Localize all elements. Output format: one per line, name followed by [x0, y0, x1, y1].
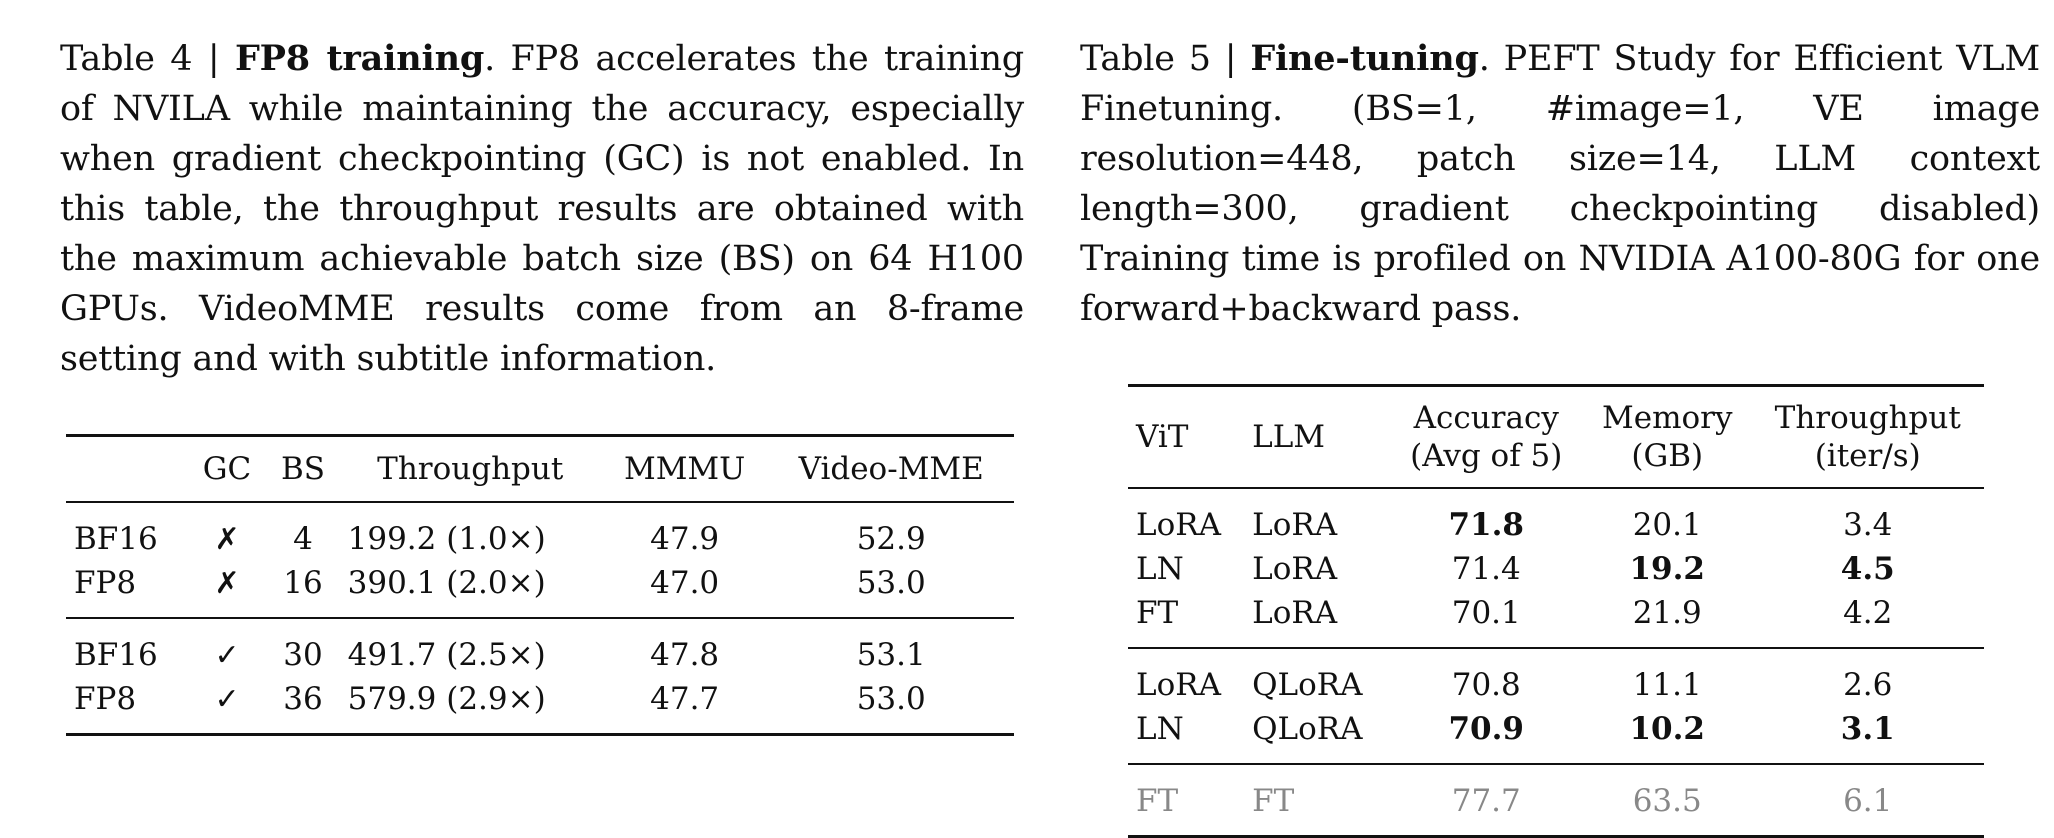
table-header-row: ViT LLM Accuracy (Avg of 5) Memory (GB) Th…: [1128, 384, 1984, 488]
table-cell: 3.4: [1751, 487, 1984, 547]
table-cell: 47.9: [600, 501, 769, 561]
header-cell: Video-MME: [768, 434, 1014, 502]
table-cell: 4.2: [1843, 595, 1893, 631]
table-cell: 71.8: [1389, 487, 1583, 547]
table-cell: 47.0: [650, 565, 720, 601]
header-line: (GB): [1631, 438, 1704, 474]
table-cell: LoRA: [1244, 487, 1390, 547]
table-cell: LN: [1136, 711, 1184, 747]
precision-cell: FP8: [74, 565, 137, 601]
table-cell: LoRA: [1128, 487, 1245, 547]
precision-cell: BF16: [66, 501, 188, 561]
table-cell: 4.5: [1840, 551, 1895, 587]
table-cell: LoRA: [1252, 595, 1338, 631]
fp8-training-table: GC BS Throughput MMMU Video-MME BF16 ✗ 4…: [66, 434, 1014, 736]
table-cell: LoRA: [1128, 647, 1245, 707]
table-header-row: GC BS Throughput MMMU Video-MME: [66, 434, 1014, 502]
table5-label: Table 5 |: [1080, 39, 1251, 79]
header-cell: Throughput: [339, 434, 601, 502]
table-row: LN QLoRA 70.9 10.2 3.1: [1128, 707, 1984, 764]
table-row: FP8 ✓ 36 579.9 (2.9×) 47.7 53.0: [66, 677, 1014, 736]
table4-caption-text: . FP8 accelerates the training of NVILA …: [60, 39, 1024, 379]
gc-check-icon: ✓: [187, 617, 267, 677]
table-cell: 20.1: [1583, 487, 1752, 547]
table-cell: 70.8: [1389, 647, 1583, 707]
header-cell-memory: Memory (GB): [1583, 384, 1752, 488]
header-line: Accuracy: [1413, 400, 1559, 436]
header-cell: [66, 434, 188, 502]
header-cell-throughput: Throughput (iter/s): [1751, 384, 1984, 488]
table5-caption: Table 5 | Fine-tuning. PEFT Study for Ef…: [1080, 34, 2040, 334]
table-cell: 3.1: [1840, 711, 1895, 747]
table-cell: 579.9 (2.9×): [339, 677, 601, 736]
table-cell: 71.4: [1451, 551, 1521, 587]
table-cell: 19.2: [1629, 551, 1705, 587]
table-cell: 491.7 (2.5×): [339, 617, 601, 677]
precision-cell: FP8: [66, 677, 188, 736]
header-cell: ViT: [1128, 384, 1245, 488]
table-row: LoRA LoRA 71.8 20.1 3.4: [1128, 487, 1984, 547]
table-cell: FT: [1244, 763, 1390, 838]
table-row: BF16 ✓ 30 491.7 (2.5×) 47.8 53.1: [66, 617, 1014, 677]
table-cell: FT: [1128, 763, 1245, 838]
table-cell: 30: [266, 617, 340, 677]
table-cell: FT: [1136, 595, 1179, 631]
table-cell: 4: [266, 501, 340, 561]
table-row: FP8 ✗ 16 390.1 (2.0×) 47.0 53.0: [66, 561, 1014, 618]
table-cell: 53.0: [856, 565, 926, 601]
table-cell: LoRA: [1252, 551, 1338, 587]
table-cell: 53.1: [768, 617, 1014, 677]
gc-check-icon: ✓: [187, 677, 267, 736]
table-cell: 199.2 (1.0×): [339, 501, 601, 561]
table-cell: 47.8: [600, 617, 769, 677]
header-cell-accuracy: Accuracy (Avg of 5): [1389, 384, 1583, 488]
header-cell: LLM: [1244, 384, 1390, 488]
table-cell: 6.1: [1751, 763, 1984, 838]
table4-title: FP8 training: [234, 38, 485, 79]
precision-cell: BF16: [66, 617, 188, 677]
header-line: (Avg of 5): [1410, 438, 1563, 474]
table4-label: Table 4 |: [60, 39, 235, 79]
header-cell: BS: [266, 434, 340, 502]
table-cell: 10.2: [1629, 711, 1705, 747]
table-cell: 390.1 (2.0×): [347, 565, 546, 601]
fine-tuning-table: ViT LLM Accuracy (Avg of 5) Memory (GB) Th…: [1128, 384, 1984, 838]
gc-cross-icon: ✗: [214, 565, 240, 601]
header-cell: MMMU: [600, 434, 769, 502]
table-cell: 11.1: [1583, 647, 1752, 707]
table-row: FT FT 77.7 63.5 6.1: [1128, 763, 1984, 838]
table-cell: QLoRA: [1244, 647, 1390, 707]
table-cell: 70.1: [1451, 595, 1521, 631]
table-cell: 77.7: [1389, 763, 1583, 838]
gc-cross-icon: ✗: [187, 501, 267, 561]
table-row: LoRA QLoRA 70.8 11.1 2.6: [1128, 647, 1984, 707]
table5-caption-text: . PEFT Study for Efficient VLM Finetunin…: [1080, 39, 2041, 329]
table-row: FT LoRA 70.1 21.9 4.2: [1128, 591, 1984, 648]
table-row: LN LoRA 71.4 19.2 4.5: [1128, 547, 1984, 591]
table5-caption-block: Table 5 | Fine-tuning. PEFT Study for Ef…: [1080, 34, 2040, 334]
header-cell: GC: [187, 434, 267, 502]
table-cell: 52.9: [768, 501, 1014, 561]
table-cell: 47.7: [600, 677, 769, 736]
header-line: (iter/s): [1814, 438, 1921, 474]
header-line: Memory: [1601, 400, 1733, 436]
table4-caption: Table 4 | FP8 training. FP8 accelerates …: [60, 34, 1024, 384]
table-cell: 36: [266, 677, 340, 736]
table-cell: 53.0: [768, 677, 1014, 736]
table-cell: 70.9: [1448, 711, 1524, 747]
table-cell: QLoRA: [1252, 711, 1363, 747]
table5-title: Fine-tuning: [1250, 38, 1479, 79]
table-cell: 21.9: [1632, 595, 1702, 631]
header-line: Throughput: [1774, 400, 1961, 436]
table-row: BF16 ✗ 4 199.2 (1.0×) 47.9 52.9: [66, 501, 1014, 561]
table-cell: 2.6: [1751, 647, 1984, 707]
table-cell: 16: [283, 565, 323, 601]
table-cell: LN: [1136, 551, 1184, 587]
table-cell: 63.5: [1583, 763, 1752, 838]
table4-caption-block: Table 4 | FP8 training. FP8 accelerates …: [60, 34, 1024, 384]
